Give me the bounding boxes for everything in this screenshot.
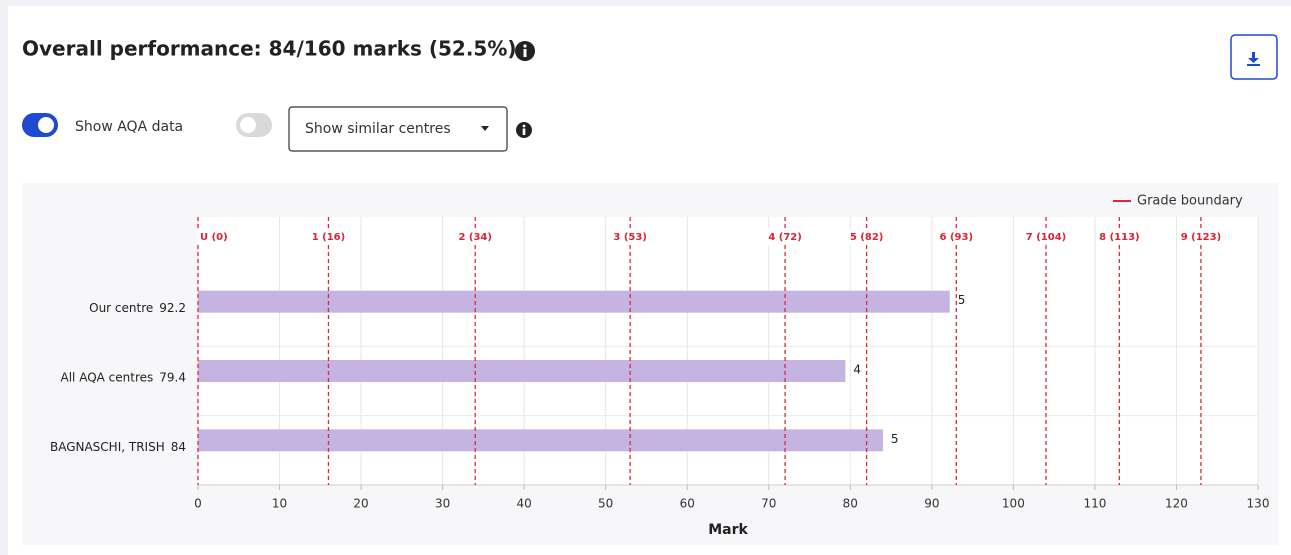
boundary-label-bg xyxy=(765,229,805,245)
x-tick-label: 130 xyxy=(1247,497,1270,511)
x-tick-label: 110 xyxy=(1083,497,1106,511)
bar xyxy=(198,429,883,452)
download-button[interactable] xyxy=(1230,34,1278,80)
grade-label: 5 xyxy=(958,293,966,307)
toggle-on[interactable] xyxy=(22,113,58,137)
toggle-label: Show AQA data xyxy=(75,119,183,135)
title: Overall performance: 84/160 marks (52.5%… xyxy=(22,37,517,61)
boundary-label-bg xyxy=(1096,229,1143,245)
x-axis-label: Mark xyxy=(708,522,748,538)
x-tick-label: 90 xyxy=(924,497,939,511)
boundary-label: 9 (123) xyxy=(1181,232,1221,243)
row-value: 79.4 xyxy=(159,371,186,385)
x-tick-label: 50 xyxy=(598,497,613,511)
boundary-label-bg xyxy=(936,229,977,245)
bar xyxy=(198,290,950,313)
boundary-label-bg xyxy=(455,229,495,245)
info-icon[interactable] xyxy=(516,122,532,138)
grade-label: 5 xyxy=(891,432,899,446)
x-tick-label: 80 xyxy=(843,497,858,511)
row-value: 92.2 xyxy=(159,301,186,315)
boundary-label: 3 (53) xyxy=(613,232,647,243)
boundary-label: 2 (34) xyxy=(458,232,492,243)
info-icon[interactable] xyxy=(515,41,535,61)
boundary-label: 8 (113) xyxy=(1099,232,1139,243)
dropdown-label: Show similar centres xyxy=(305,121,451,137)
x-tick-label: 0 xyxy=(194,497,202,511)
x-tick-label: 120 xyxy=(1165,497,1188,511)
row-label: All AQA centres xyxy=(61,371,154,385)
bar xyxy=(198,360,846,382)
x-tick-label: 10 xyxy=(272,497,287,511)
x-tick-label: 30 xyxy=(435,497,450,511)
row-label: BAGNASCHI, TRISH xyxy=(50,440,165,454)
row-value: 84 xyxy=(171,440,186,454)
boundary-label: 6 (93) xyxy=(940,232,974,243)
boundary-label-bg xyxy=(610,229,650,245)
x-tick-label: 60 xyxy=(680,497,695,511)
dropdown[interactable]: Show similar centres xyxy=(288,106,508,152)
x-tick-label: 100 xyxy=(1002,497,1025,511)
boundary-label-bg xyxy=(308,229,349,245)
boundary-label-bg xyxy=(1177,229,1225,245)
boundary-label: 1 (16) xyxy=(312,232,346,243)
boundary-label: U (0) xyxy=(200,232,228,243)
grade-label: 4 xyxy=(853,363,861,377)
boundary-label: 5 (82) xyxy=(850,232,884,243)
boundary-label-bg xyxy=(197,229,231,245)
boundary-label-bg xyxy=(846,229,887,245)
boundary-label: 7 (104) xyxy=(1026,232,1066,243)
legend-label: Grade boundary xyxy=(1137,194,1243,209)
x-tick-label: 20 xyxy=(353,497,368,511)
boundary-label: 4 (72) xyxy=(768,232,802,243)
row-label: Our centre xyxy=(89,301,153,315)
boundary-label-bg xyxy=(1022,229,1070,245)
x-tick-label: 70 xyxy=(761,497,776,511)
toggle-off[interactable] xyxy=(236,113,272,137)
x-tick-label: 40 xyxy=(517,497,532,511)
